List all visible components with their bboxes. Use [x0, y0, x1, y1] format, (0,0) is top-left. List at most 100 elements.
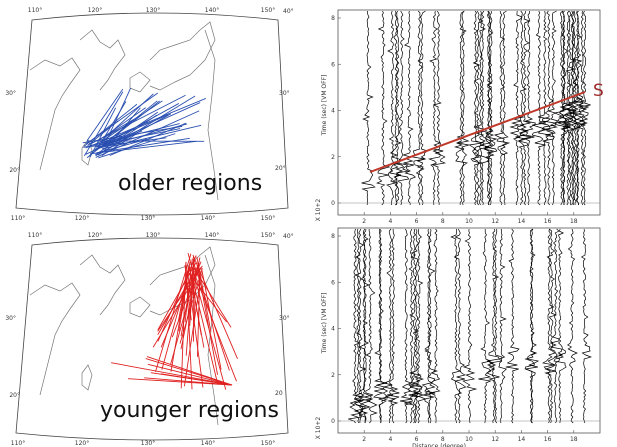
coastline — [204, 254, 219, 426]
x-tick-label: 4 — [388, 436, 392, 443]
x-tick-label: 10 — [465, 218, 473, 225]
seismogram-trace — [509, 10, 525, 206]
seismogram-trace — [389, 10, 402, 206]
x-tick-label: 18 — [570, 436, 578, 443]
seismogram-trace — [478, 229, 492, 424]
lat-label: 40° — [283, 233, 294, 240]
seismogram-trace — [386, 228, 400, 424]
ray-path — [98, 133, 176, 159]
x-tick-label: 14 — [518, 436, 526, 443]
seismogram-trace — [541, 228, 556, 424]
seismogram-trace — [456, 10, 470, 206]
ray-path — [187, 252, 227, 390]
seismogram-trace — [524, 228, 540, 424]
seismogram-trace — [373, 228, 389, 424]
coastline — [79, 254, 126, 316]
lon-label: 130° — [141, 440, 155, 447]
seismogram-trace — [411, 228, 427, 424]
record-section: 2 4 6 8 10 12 14 16 18 0 2 4 6 8 Time (sec) [VM OFF] X … — [315, 227, 601, 447]
seismogram-trace — [404, 228, 418, 424]
lon-label: 140° — [201, 215, 215, 222]
seismogram-trace — [477, 10, 491, 206]
lon-label: 120° — [75, 440, 89, 447]
ray-path — [150, 372, 233, 386]
seismogram-trace — [428, 10, 441, 206]
seismogram-trace — [424, 228, 439, 424]
seismogram-trace — [553, 228, 567, 424]
x-axis-label: Distance (degree) — [412, 443, 466, 447]
seismogram-trace — [350, 228, 365, 424]
ray-path — [201, 268, 222, 370]
x-factor-label: X 10+2 — [315, 199, 322, 222]
x-tick-label: 18 — [570, 218, 578, 225]
lon-label: 130° — [146, 232, 160, 239]
ray-path — [157, 263, 200, 335]
seismogram-trace — [348, 228, 362, 424]
x-tick-label: 6 — [415, 218, 419, 225]
map-frame — [15, 237, 289, 441]
ray-path — [111, 362, 233, 386]
ray-path — [100, 93, 154, 142]
seismogram-trace — [557, 10, 572, 206]
ray-path — [147, 363, 233, 386]
x-tick-label: 2 — [362, 436, 366, 443]
y-tick-label: 0 — [331, 418, 335, 425]
ray-path — [155, 253, 192, 373]
lon-label: 120° — [88, 232, 102, 239]
seismogram-trace — [524, 228, 538, 423]
seismogram-trace — [386, 10, 399, 206]
seismogram-trace — [395, 10, 410, 206]
seismogram-trace — [473, 10, 488, 206]
ray-path — [157, 262, 197, 331]
lon-label: 130° — [141, 215, 155, 222]
ray-path — [160, 267, 196, 348]
x-tick-label: 16 — [544, 436, 552, 443]
lon-label: 150° — [261, 215, 275, 222]
lat-label: 30° — [279, 315, 290, 322]
coastline — [81, 139, 93, 166]
seismogram-trace — [361, 10, 376, 206]
lon-label: 140° — [201, 440, 215, 447]
lon-label: 130° — [146, 7, 160, 14]
seismogram-trace — [415, 10, 429, 206]
coastline — [29, 57, 81, 171]
seismogram-trace — [505, 228, 520, 424]
seismogram-trace — [580, 228, 592, 424]
ray-path — [192, 269, 237, 382]
region-label: older regions — [118, 171, 262, 196]
ray-path — [191, 275, 219, 385]
ray-path — [89, 107, 117, 158]
x-tick-label: 10 — [465, 436, 473, 443]
ray-path — [85, 97, 206, 149]
y-tick-label: 0 — [331, 200, 335, 207]
seismogram-trace — [486, 228, 500, 424]
seismogram-trace — [372, 228, 389, 424]
seismogram-trace — [523, 11, 536, 206]
coastline — [129, 296, 151, 318]
x-tick-label: 8 — [441, 436, 445, 443]
lon-label: 110° — [28, 7, 42, 14]
seismogram-trace — [496, 10, 511, 205]
ray-path — [180, 261, 187, 389]
lat-label: 20 — [275, 390, 283, 397]
ray-path — [87, 120, 119, 146]
region-label: younger regions — [100, 398, 279, 423]
x-tick-label: 12 — [491, 218, 499, 225]
seismogram-trace — [515, 10, 529, 206]
phase-label: S — [593, 81, 604, 101]
lon-label: 150° — [261, 7, 275, 14]
seismogram-trace — [571, 10, 585, 206]
x-tick-label: 4 — [388, 218, 392, 225]
ray-path — [95, 110, 200, 158]
lat-label: 20° — [9, 167, 20, 174]
seismogram-trace — [498, 228, 507, 424]
seismogram-trace — [549, 228, 564, 424]
x-tick-label: 6 — [415, 436, 419, 443]
seismogram-trace — [578, 10, 591, 206]
ray-path — [96, 137, 190, 154]
lat-label: 20° — [275, 165, 286, 172]
seismogram-trace — [567, 10, 582, 206]
record-section: 2 4 6 8 10 12 14 16 18 0 2 4 6 8 Time (sec) [VM OFF] X … — [315, 9, 604, 225]
seismogram-trace — [567, 228, 578, 424]
ray-path — [157, 255, 197, 342]
